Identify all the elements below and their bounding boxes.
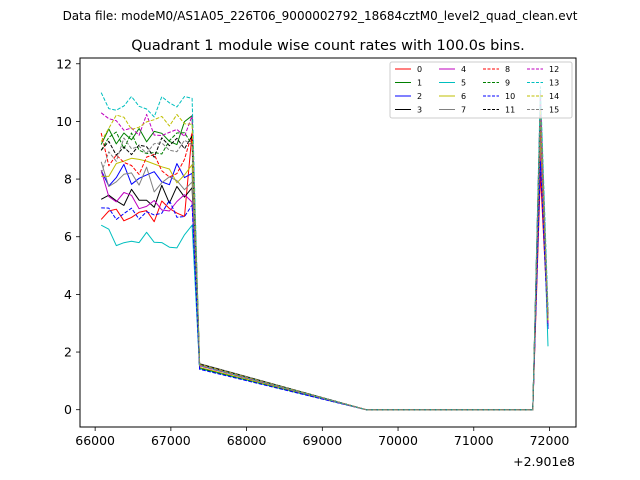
series-line-8 <box>100 115 549 411</box>
x-tick-label: 72000 <box>530 433 570 448</box>
series-line-14 <box>100 109 549 411</box>
legend-label-10: 10 <box>505 92 515 101</box>
series-line-3 <box>100 149 549 411</box>
y-tick-label: 8 <box>64 172 72 187</box>
chart-title: Quadrant 1 module wise count rates with … <box>131 38 525 54</box>
legend-label-2: 2 <box>417 92 422 101</box>
y-tick-label: 0 <box>64 402 72 417</box>
x-tick-label: 70000 <box>378 433 418 448</box>
series-line-2 <box>100 126 549 411</box>
legend-label-6: 6 <box>461 92 466 101</box>
suptitle: Data file: modeM0/AS1A05_226T06_90000027… <box>63 9 578 23</box>
series-line-9 <box>100 103 549 411</box>
x-tick-label: 68000 <box>227 433 267 448</box>
legend-label-4: 4 <box>461 65 466 74</box>
legend-label-1: 1 <box>417 79 422 88</box>
series-line-13 <box>100 86 549 411</box>
x-offset-label: +2.901e8 <box>513 454 575 469</box>
legend-label-11: 11 <box>505 106 515 115</box>
legend-label-15: 15 <box>549 106 559 115</box>
series-line-5 <box>100 109 549 411</box>
series-line-10 <box>101 161 549 411</box>
series-line-6 <box>101 132 549 411</box>
legend-label-0: 0 <box>417 65 422 74</box>
legend-label-14: 14 <box>549 92 559 101</box>
plot-area: 66000 67000 68000 69000 70000 71000 72000 0 2 4 6… <box>56 56 577 469</box>
legend-label-7: 7 <box>461 106 466 115</box>
series-line-4 <box>100 149 549 411</box>
series-line-7 <box>100 126 549 411</box>
y-tick-label: 10 <box>56 114 72 129</box>
legend-label-12: 12 <box>549 65 559 74</box>
y-tick-label: 12 <box>56 56 72 71</box>
series-line-15 <box>100 115 549 411</box>
legend-label-3: 3 <box>417 106 422 115</box>
legend-label-9: 9 <box>505 79 510 88</box>
y-tick-label: 2 <box>64 345 72 360</box>
x-tick-label: 67000 <box>151 433 191 448</box>
legend-label-8: 8 <box>505 65 510 74</box>
y-axis: 0 2 4 6 8 10 12 <box>56 56 80 417</box>
x-tick-label: 71000 <box>454 433 494 448</box>
legend-label-5: 5 <box>461 79 466 88</box>
series-layer <box>100 86 549 411</box>
legend-box <box>389 61 573 119</box>
y-tick-label: 6 <box>64 229 72 244</box>
x-tick-label: 66000 <box>75 433 115 448</box>
legend-label-13: 13 <box>549 79 559 88</box>
x-axis: 66000 67000 68000 69000 70000 71000 72000 <box>75 427 569 448</box>
y-tick-label: 4 <box>64 287 72 302</box>
x-tick-label: 69000 <box>302 433 342 448</box>
axes-frame <box>79 57 577 428</box>
series-line-0 <box>100 132 549 411</box>
series-line-11 <box>100 97 549 411</box>
